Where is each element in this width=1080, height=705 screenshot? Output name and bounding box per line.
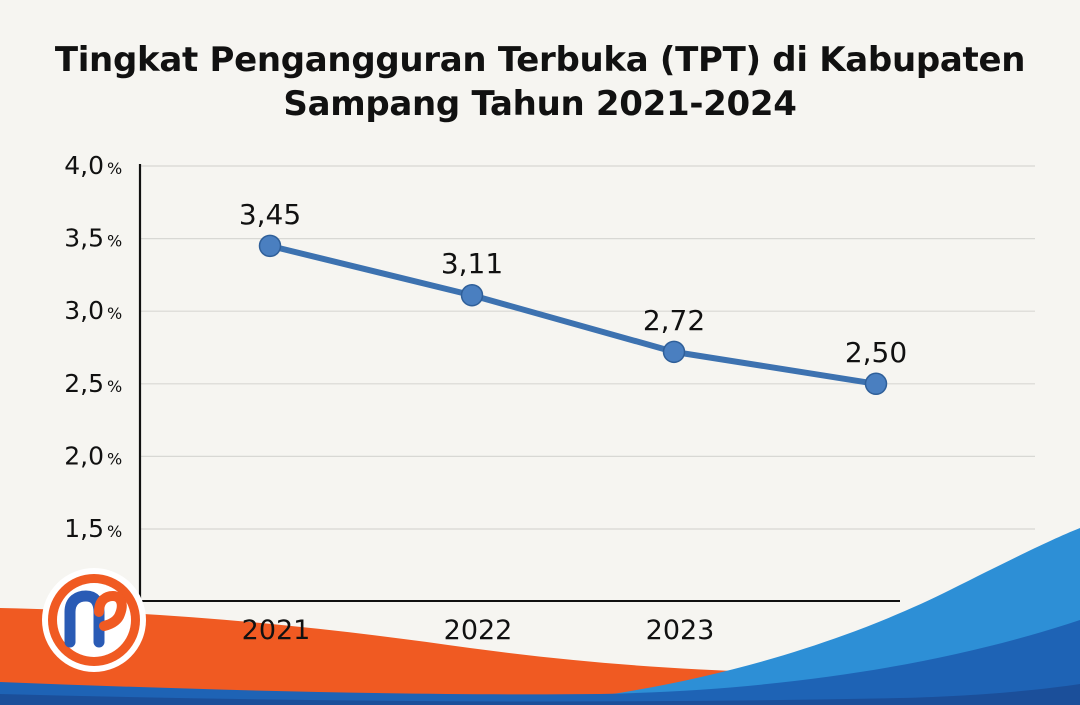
y-tick-label: 2,5 — [64, 369, 104, 398]
data-label: 2,72 — [643, 304, 705, 337]
chart-title-line-1: Tingkat Pengangguran Terbuka (TPT) di Ka… — [54, 40, 1026, 80]
data-point-marker — [864, 372, 888, 396]
x-tick-label: 2022 — [444, 615, 513, 646]
axes — [138, 164, 900, 602]
y-tick-labels: 1,5 %2,0 %2,5 %3,0 %3,5 %4,0% — [64, 151, 122, 543]
y-tick-label: 3,0 — [64, 296, 104, 325]
data-point-marker — [460, 283, 484, 307]
data-label: 2,50 — [845, 336, 907, 369]
logo — [42, 568, 146, 672]
data-label: 3,45 — [239, 198, 301, 231]
x-tick-label: 2021 — [242, 615, 311, 646]
dark-blue-wave — [0, 684, 1080, 705]
blue-wave — [0, 620, 1080, 705]
y-tick-unit: % — [107, 232, 122, 251]
data-point-marker — [662, 340, 686, 364]
y-tick-unit: % — [107, 377, 122, 396]
data-label: 3,11 — [441, 247, 503, 280]
decorative-waves — [0, 528, 1080, 705]
series-layer: 3,45 3,11 2,72 2,50 — [239, 198, 907, 396]
data-point-marker — [258, 234, 282, 258]
y-tick-unit: % — [107, 522, 122, 541]
logo-m-right — [94, 590, 127, 631]
y-tick-unit: % — [107, 159, 122, 178]
chart-title-line-2: Sampang Tahun 2021-2024 — [283, 84, 797, 124]
y-tick-label: 1,5 — [64, 514, 104, 543]
y-tick-unit: % — [107, 304, 122, 323]
x-tick-label: 2023 — [646, 615, 715, 646]
y-tick-label: 2,0 — [64, 441, 104, 470]
y-tick-label: 4,0 — [64, 151, 104, 180]
x-tick-labels: 2021 2022 2023 — [242, 615, 715, 646]
y-tick-unit: % — [107, 449, 122, 468]
series-line — [267, 242, 879, 387]
y-tick-label: 3,5 — [64, 224, 104, 253]
